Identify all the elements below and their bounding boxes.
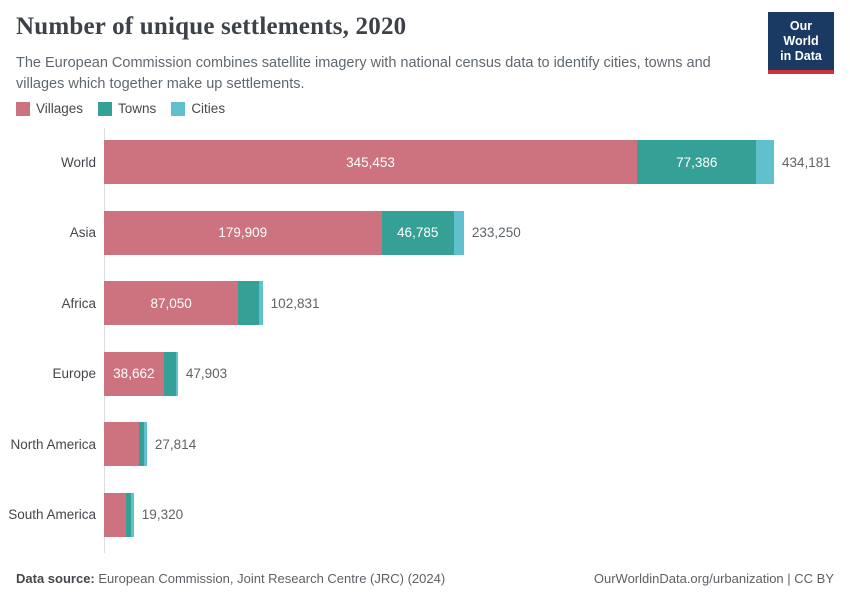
bar-segment-cities[interactable]	[176, 351, 178, 396]
legend-item-towns: Towns	[98, 101, 156, 116]
segment-value-label: 345,453	[346, 154, 395, 170]
category-label: Europe	[52, 366, 96, 382]
segment-value-label: 87,050	[150, 295, 192, 311]
bar-row: South America 19,320	[0, 480, 850, 551]
bar-segment-cities[interactable]	[131, 492, 134, 537]
stacked-bar: 87,050	[104, 281, 263, 326]
owid-logo[interactable]: Our World in Data	[768, 12, 834, 74]
bar-segment-villages[interactable]: 87,050	[104, 281, 239, 326]
owid-logo-line2: in Data	[780, 49, 822, 63]
bar-segment-cities[interactable]	[453, 210, 464, 255]
bar-segment-towns[interactable]: 46,785	[381, 210, 454, 255]
legend-swatch-icon	[171, 101, 186, 116]
segment-value-label: 46,785	[397, 225, 439, 241]
bar-segment-cities[interactable]	[259, 281, 263, 326]
footer: Data source: European Commission, Joint …	[16, 571, 834, 586]
chart-subtitle: The European Commission combines satelli…	[16, 55, 711, 92]
legend-item-villages: Villages	[16, 101, 83, 116]
bar-row: Africa 87,050 102,831	[0, 268, 850, 339]
category-label: Africa	[61, 295, 96, 311]
legend-label: Villages	[36, 101, 84, 116]
legend-item-cities: Cities	[171, 101, 225, 116]
legend-swatch-icon	[98, 101, 113, 116]
legend-swatch-icon	[16, 101, 30, 116]
bar-segment-villages[interactable]: 38,662	[104, 351, 164, 396]
owid-logo-line1: Our World	[783, 19, 819, 48]
segment-value-label: 77,386	[676, 154, 718, 170]
legend-label: Cities	[191, 101, 226, 116]
total-value-label: 19,320	[141, 507, 184, 523]
page-title: Number of unique settlements, 2020	[16, 13, 407, 40]
category-label: World	[60, 154, 96, 170]
bar-segment-towns[interactable]	[139, 422, 145, 467]
y-axis-line	[104, 128, 105, 553]
stacked-bar: 179,909 46,785	[104, 210, 464, 255]
bar-segment-villages[interactable]: 345,453	[104, 140, 638, 185]
total-value-label: 47,903	[185, 366, 228, 382]
bar-segment-towns[interactable]	[163, 351, 177, 396]
total-value-label: 102,831	[270, 295, 320, 311]
stacked-bar: 38,662	[104, 351, 178, 396]
bar-segment-cities[interactable]	[144, 422, 147, 467]
bar-segment-cities[interactable]	[756, 140, 774, 185]
data-source: Data source: European Commission, Joint …	[16, 571, 445, 586]
bar-segment-villages[interactable]: 179,909	[104, 210, 382, 255]
bar-segment-towns[interactable]	[238, 281, 259, 326]
legend: Villages Towns Cities	[16, 101, 225, 116]
category-label: North America	[10, 436, 96, 452]
bar-segment-villages[interactable]	[104, 492, 127, 537]
bar-segment-towns[interactable]: 77,386	[637, 140, 757, 185]
total-value-label: 434,181	[781, 154, 831, 170]
stacked-bar	[104, 422, 147, 467]
stacked-bar: 345,453 77,386	[104, 140, 774, 185]
bar-row: World 345,453 77,386 434,181	[0, 127, 850, 198]
footer-link[interactable]: OurWorldinData.org/urbanization | CC BY	[593, 571, 834, 586]
bar-segment-villages[interactable]	[104, 422, 140, 467]
segment-value-label: 179,909	[218, 225, 268, 241]
legend-label: Towns	[118, 101, 157, 116]
total-value-label: 233,250	[471, 225, 521, 241]
category-label: Asia	[69, 225, 96, 241]
segment-value-label: 38,662	[113, 366, 155, 382]
total-value-label: 27,814	[154, 436, 197, 452]
bar-segment-towns[interactable]	[126, 492, 132, 537]
bar-row: North America 27,814	[0, 409, 850, 480]
data-source-text: European Commission, Joint Research Cent…	[94, 571, 446, 586]
bar-row: Europe 38,662 47,903	[0, 339, 850, 410]
chart-area: World 345,453 77,386 434,181 Asia 179,909 46,7…	[0, 127, 850, 550]
bar-row: Asia 179,909 46,785 233,250	[0, 198, 850, 269]
data-source-label: Data source:	[16, 571, 95, 586]
category-label: South America	[8, 507, 96, 523]
stacked-bar	[104, 492, 134, 537]
